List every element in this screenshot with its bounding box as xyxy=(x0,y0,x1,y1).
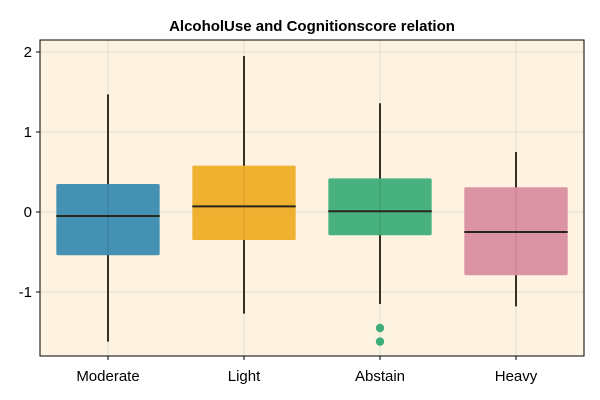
y-tick-label: 1 xyxy=(24,124,32,141)
box-group-moderate xyxy=(56,94,160,342)
box xyxy=(56,184,160,256)
box-group-heavy xyxy=(464,152,568,307)
box-series xyxy=(56,56,568,346)
axes: -1 0 1 2 Moderate Light Abstain Heavy xyxy=(19,44,538,385)
x-tick-label: Light xyxy=(228,368,261,385)
y-tick-label: 2 xyxy=(24,44,32,61)
x-tick-label: Abstain xyxy=(355,368,405,385)
box-group-abstain xyxy=(328,103,432,346)
y-tick-label: 0 xyxy=(24,204,32,221)
box xyxy=(328,178,432,236)
y-tick-label: -1 xyxy=(19,284,32,301)
plot-frame xyxy=(39,39,585,357)
box xyxy=(192,165,296,240)
chart-title: AlcoholUse and Cognitionscore relation xyxy=(169,18,455,35)
outlier-point xyxy=(375,337,385,346)
box-group-light xyxy=(192,56,296,314)
x-tick-label: Moderate xyxy=(76,368,139,385)
x-tick-label: Heavy xyxy=(495,368,538,385)
outlier-point xyxy=(375,323,385,333)
